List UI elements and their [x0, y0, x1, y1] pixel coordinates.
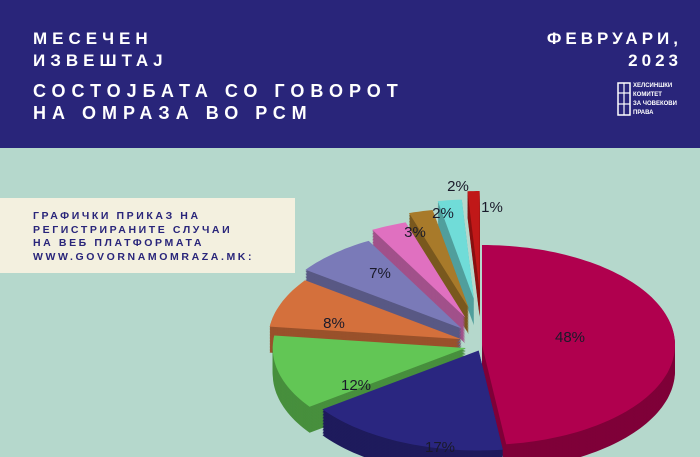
chart-description-box: ГРАФИЧКИ ПРИКАЗ НА РЕГИСТРИРАНИТЕ СЛУЧАИ… — [0, 198, 295, 273]
pie-slice-side-7 — [437, 199, 474, 326]
slice-label-7: 2% — [447, 178, 469, 195]
logo-text-3: ЗА ЧОВЕКОВИ — [633, 101, 677, 107]
report-subtitle: СОСТОЈБАТА СО ГОВОРОТ НА ОМРАЗА ВО РСМ — [33, 80, 404, 124]
pie-slice-side-1 — [322, 350, 503, 457]
slice-label-0: 48% — [555, 329, 585, 346]
title-line-1: МЕСЕЧЕН — [33, 29, 153, 48]
helsinki-committee-logo: ХЕЛСИНШКИ КОМИТЕТ ЗА ЧОВЕКОВИ ПРАВА — [617, 82, 677, 118]
slice-label-1: 17% — [425, 439, 455, 456]
pie-slice-8 — [467, 191, 480, 292]
pie-slice-0 — [482, 245, 675, 445]
note-line-4: WWW.GOVORNAMOMRAZA.MK: — [33, 250, 255, 263]
slice-label-2: 12% — [341, 377, 371, 394]
logo-text-2: КОМИТЕТ — [633, 92, 662, 98]
report-header: МЕСЕЧЕН ИЗВЕШТАЈ СОСТОЈБАТА СО ГОВОРОТ Н… — [0, 0, 700, 148]
pie-slice-4 — [305, 240, 462, 329]
logo-text-4: ПРАВА — [633, 110, 654, 116]
subtitle-line-1: СОСТОЈБАТА СО ГОВОРОТ — [33, 81, 404, 101]
slice-label-4: 7% — [369, 265, 391, 282]
title-line-2: ИЗВЕШТАЈ — [33, 51, 168, 70]
pie-slice-2 — [272, 335, 466, 407]
pie-slice-3 — [269, 280, 462, 340]
pie-slice-1 — [322, 350, 503, 451]
slice-label-5: 3% — [404, 224, 426, 241]
pie-slice-side-8 — [467, 191, 480, 318]
subtitle-line-2: НА ОМРАЗА ВО РСМ — [33, 103, 313, 123]
note-line-1: ГРАФИЧКИ ПРИКАЗ НА — [33, 210, 201, 222]
globe-icon — [617, 82, 631, 116]
note-line-2: РЕГИСТРИРАНИТЕ СЛУЧАИ — [33, 223, 233, 236]
slice-label-3: 8% — [323, 315, 345, 332]
pie-slice-5 — [372, 222, 466, 318]
date-year: 2023 — [628, 51, 682, 70]
pie-slice-6 — [409, 210, 469, 309]
pie-slice-side-0 — [482, 245, 675, 457]
pie-slice-7 — [437, 199, 474, 300]
report-date: ФЕВРУАРИ, 2023 — [547, 28, 682, 72]
slice-label-8: 1% — [481, 199, 503, 216]
date-month: ФЕВРУАРИ, — [546, 29, 682, 48]
logo-text-1: ХЕЛСИНШКИ — [633, 83, 673, 89]
slice-label-6: 2% — [432, 205, 454, 222]
report-title: МЕСЕЧЕН ИЗВЕШТАЈ — [33, 28, 168, 72]
note-line-3: НА ВЕБ ПЛАТФОРМАТА — [33, 237, 205, 249]
